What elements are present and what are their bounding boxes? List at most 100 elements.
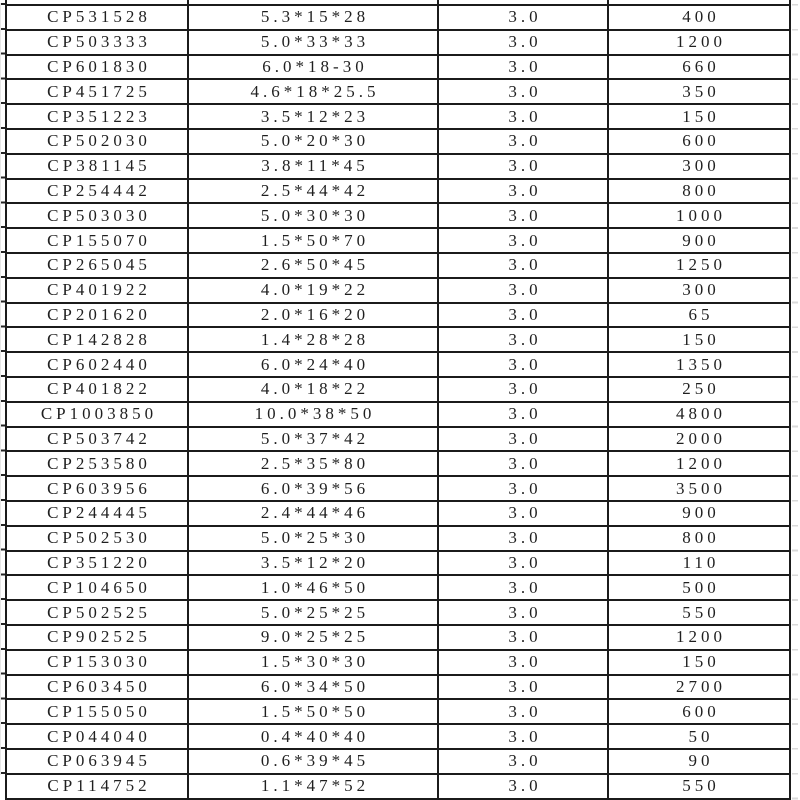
cell-value: 3.0	[437, 227, 609, 254]
cell-dimensions	[187, 0, 439, 6]
cell-dimensions: 2.5*44*42	[187, 177, 439, 205]
cell-value	[437, 0, 609, 6]
cell-quantity: 1200	[607, 28, 791, 56]
cell-part-code: CP401822	[5, 375, 189, 403]
cell-dimensions: 6.0*24*40	[187, 351, 439, 378]
cell-value: 3.0	[437, 747, 609, 775]
cell-value: 3.0	[437, 202, 609, 230]
cell-quantity: 1250	[607, 251, 791, 279]
cell-quantity: 600	[607, 127, 791, 155]
cell-dimensions: 5.0*20*30	[187, 127, 439, 155]
cell-quantity: 2000	[607, 425, 791, 453]
cell-part-code: CP502530	[5, 524, 189, 552]
cell-part-code: CP351220	[5, 549, 189, 577]
cell-part-code: CP503030	[5, 202, 189, 230]
cell-value: 3.0	[437, 276, 609, 304]
cell-quantity: 90	[607, 747, 791, 775]
cell-quantity: 1200	[607, 623, 791, 651]
left-margin-border-stubs	[0, 3, 6, 775]
cell-part-code: CP155050	[5, 698, 189, 726]
cell-quantity: 1350	[607, 351, 791, 378]
cell-dimensions: 9.0*25*25	[187, 623, 439, 651]
table-row: CP603450 6.0*34*50 3.0 2700	[5, 673, 791, 701]
table-row: CP104650 1.0*46*50 3.0 500	[5, 574, 791, 602]
table-row: CP602440 6.0*24*40 3.0 1350	[5, 351, 791, 378]
table-row: CP401822 4.0*18*22 3.0 250	[5, 375, 791, 403]
cell-part-code: CP244445	[5, 499, 189, 527]
cell-quantity	[607, 0, 791, 6]
table-row: CP603956 6.0*39*56 3.0 3500	[5, 475, 791, 502]
cell-part-code: CP201620	[5, 301, 189, 329]
cell-quantity: 300	[607, 276, 791, 304]
cell-part-code: CP265045	[5, 251, 189, 279]
cell-quantity: 550	[607, 772, 791, 800]
cell-quantity: 1000	[607, 202, 791, 230]
cell-dimensions: 3.8*11*45	[187, 152, 439, 180]
table-row: CP601830 6.0*18-30 3.0 660	[5, 53, 791, 81]
cell-dimensions: 3.5*12*23	[187, 103, 439, 130]
cell-part-code: CP155070	[5, 227, 189, 254]
table-row: CP153030 1.5*30*30 3.0 150	[5, 648, 791, 676]
cell-part-code: CP063945	[5, 747, 189, 775]
cell-value: 3.0	[437, 326, 609, 354]
cell-part-code: CP902525	[5, 623, 189, 651]
cell-dimensions: 5.3*15*28	[187, 4, 439, 31]
cell-value: 3.0	[437, 599, 609, 626]
cell-value: 3.0	[437, 152, 609, 180]
cell-quantity: 300	[607, 152, 791, 180]
cell-quantity: 400	[607, 4, 791, 31]
table-row: CP401922 4.0*19*22 3.0 300	[5, 276, 791, 304]
cell-dimensions: 5.0*30*30	[187, 202, 439, 230]
cell-dimensions: 5.0*33*33	[187, 28, 439, 56]
cell-quantity: 50	[607, 723, 791, 750]
product-table: CP531528 5.3*15*28 3.0 400 CP503333 5.0*…	[5, 0, 791, 800]
table-row: CP155050 1.5*50*50 3.0 600	[5, 698, 791, 726]
cell-value: 3.0	[437, 475, 609, 502]
table-row: CP503742 5.0*37*42 3.0 2000	[5, 425, 791, 453]
table-row: CP254442 2.5*44*42 3.0 800	[5, 177, 791, 205]
cell-quantity: 800	[607, 177, 791, 205]
cell-quantity: 150	[607, 326, 791, 354]
cell-value: 3.0	[437, 574, 609, 602]
cell-dimensions: 1.5*50*70	[187, 227, 439, 254]
cell-quantity: 550	[607, 599, 791, 626]
cell-quantity: 150	[607, 648, 791, 676]
cell-quantity: 2700	[607, 673, 791, 701]
table-row: CP265045 2.6*50*45 3.0 1250	[5, 251, 791, 279]
table-row: CP351223 3.5*12*23 3.0 150	[5, 103, 791, 130]
table-row: CP902525 9.0*25*25 3.0 1200	[5, 623, 791, 651]
cell-part-code: CP153030	[5, 648, 189, 676]
cell-part-code: CP531528	[5, 4, 189, 31]
cell-value: 3.0	[437, 78, 609, 106]
cell-dimensions: 4.0*18*22	[187, 375, 439, 403]
cell-part-code: CP044040	[5, 723, 189, 750]
cell-quantity: 4800	[607, 400, 791, 428]
table-row: CP201620 2.0*16*20 3.0 65	[5, 301, 791, 329]
cell-part-code: CP254442	[5, 177, 189, 205]
cell-quantity: 900	[607, 227, 791, 254]
cell-part-code: CP142828	[5, 326, 189, 354]
cell-value: 3.0	[437, 400, 609, 428]
table-row: CP351220 3.5*12*20 3.0 110	[5, 549, 791, 577]
cell-value: 3.0	[437, 723, 609, 750]
cell-value: 3.0	[437, 772, 609, 800]
cell-dimensions: 3.5*12*20	[187, 549, 439, 577]
cell-value: 3.0	[437, 177, 609, 205]
cell-dimensions: 6.0*39*56	[187, 475, 439, 502]
table-row: CP155070 1.5*50*70 3.0 900	[5, 227, 791, 254]
cell-value: 3.0	[437, 648, 609, 676]
cell-quantity: 800	[607, 524, 791, 552]
cell-value: 3.0	[437, 251, 609, 279]
cell-part-code: CP502030	[5, 127, 189, 155]
cell-dimensions: 1.5*50*50	[187, 698, 439, 726]
right-margin-gridlines	[792, 3, 798, 800]
cell-part-code: CP451725	[5, 78, 189, 106]
cell-part-code: CP603450	[5, 673, 189, 701]
cell-quantity: 3500	[607, 475, 791, 502]
cell-part-code: CP601830	[5, 53, 189, 81]
cell-dimensions: 2.4*44*46	[187, 499, 439, 527]
cell-part-code: CP1003850	[5, 400, 189, 428]
cell-dimensions: 6.0*34*50	[187, 673, 439, 701]
product-table-body: CP531528 5.3*15*28 3.0 400 CP503333 5.0*…	[5, 0, 791, 800]
